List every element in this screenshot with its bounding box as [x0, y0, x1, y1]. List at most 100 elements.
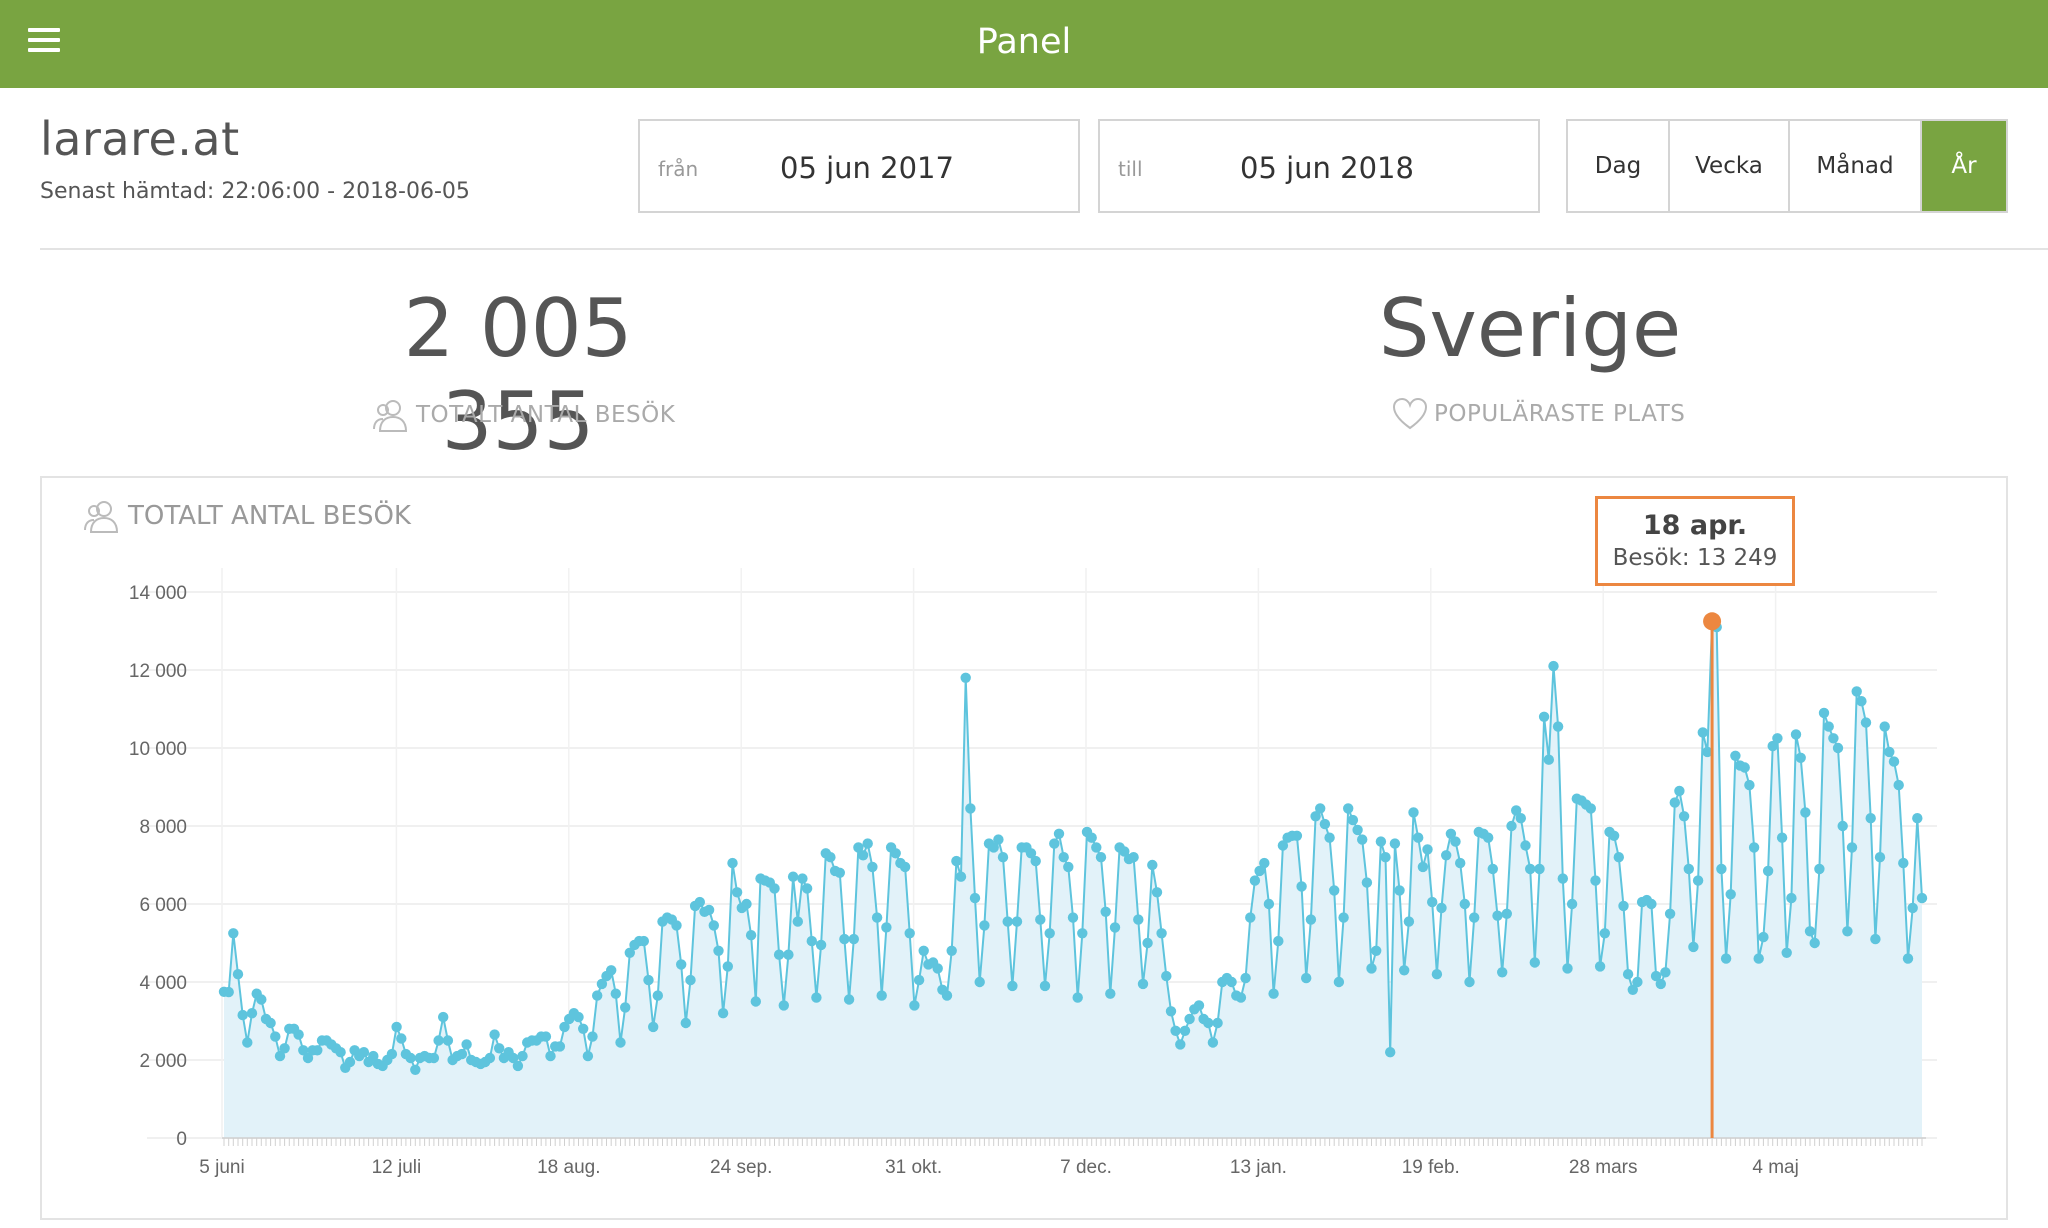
data-point	[1184, 1013, 1195, 1025]
data-point	[386, 1048, 398, 1060]
data-point	[1506, 820, 1517, 832]
data-point	[1413, 832, 1424, 843]
data-point	[843, 994, 855, 1005]
date-from-field[interactable]: från 05 jun 2017	[638, 119, 1080, 213]
data-point	[1259, 857, 1270, 869]
data-point	[1664, 908, 1676, 919]
data-point	[1343, 803, 1354, 814]
data-point	[988, 842, 999, 853]
data-point	[1263, 898, 1275, 910]
data-point	[871, 912, 883, 923]
data-point	[1151, 887, 1163, 898]
date-to-value[interactable]: 05 jun 2018	[1240, 151, 1414, 185]
data-point	[876, 990, 887, 1001]
data-point	[1072, 992, 1083, 1003]
date-from-value[interactable]: 05 jun 2017	[780, 151, 954, 185]
data-point	[773, 949, 785, 960]
data-point	[1720, 953, 1732, 964]
data-point	[848, 933, 859, 945]
data-point	[1898, 857, 1909, 869]
data-point	[396, 1033, 407, 1044]
data-point	[1324, 832, 1335, 843]
period-year-button[interactable]: År	[1922, 121, 2006, 211]
data-point	[1091, 842, 1102, 853]
y-tick-label: 10 000	[129, 739, 187, 760]
data-point	[890, 848, 901, 859]
data-point	[1483, 832, 1494, 843]
data-point	[1814, 863, 1825, 875]
data-point	[1692, 875, 1704, 886]
data-point	[1865, 813, 1876, 824]
data-point	[1622, 969, 1634, 980]
data-point	[1007, 980, 1018, 992]
data-point	[1212, 1017, 1223, 1029]
visits-chart[interactable]: 0 2 000 4 000 6 000 8 000 10 000 12 000 14 000 5…	[42, 478, 2006, 1218]
hamburger-icon[interactable]	[24, 22, 68, 62]
data-point	[1422, 844, 1433, 855]
data-point	[1459, 898, 1471, 910]
data-point	[745, 930, 757, 941]
data-point	[578, 1023, 589, 1034]
chart-title-row: TOTALT ANTAL BESÖK	[82, 498, 411, 534]
data-point	[1888, 756, 1900, 767]
period-week-button[interactable]: Vecka	[1670, 121, 1790, 211]
data-point	[242, 1037, 253, 1048]
users-icon	[373, 400, 408, 432]
data-point	[624, 947, 635, 958]
data-point	[867, 861, 878, 873]
data-point	[1469, 912, 1480, 923]
data-point	[1529, 957, 1541, 968]
data-point	[1249, 875, 1261, 886]
data-point	[1207, 1037, 1219, 1048]
site-name: larare.at	[40, 112, 240, 166]
data-point	[1067, 912, 1079, 923]
data-point	[298, 1045, 309, 1056]
data-point	[1552, 721, 1564, 732]
data-point	[1156, 928, 1167, 939]
total-visits-label: TOTALT ANTAL BESÖK	[416, 402, 676, 428]
data-point	[1646, 898, 1657, 910]
data-point	[783, 949, 794, 960]
x-tick-label: 5 juni	[199, 1157, 244, 1178]
data-point	[1562, 963, 1573, 974]
data-point	[442, 1035, 454, 1046]
data-point	[1856, 696, 1867, 707]
data-point	[1165, 1006, 1177, 1017]
x-tick-label: 28 mars	[1569, 1157, 1638, 1178]
data-point	[1403, 916, 1415, 927]
y-tick-label: 6 000	[139, 895, 187, 916]
data-point	[834, 867, 845, 878]
data-point	[1543, 754, 1555, 765]
data-point	[727, 857, 738, 869]
period-month-button[interactable]: Månad	[1790, 121, 1922, 211]
data-point	[1361, 877, 1373, 888]
data-point	[1399, 965, 1410, 976]
data-point	[391, 1021, 402, 1033]
data-point	[1902, 953, 1914, 964]
data-point	[1161, 970, 1172, 982]
data-point	[1044, 928, 1055, 939]
period-day-button[interactable]: Dag	[1568, 121, 1670, 211]
data-point	[270, 1031, 281, 1042]
data-point	[1315, 803, 1326, 814]
data-point	[1828, 733, 1839, 744]
data-point	[1235, 992, 1247, 1003]
date-to-field[interactable]: till 05 jun 2018	[1098, 119, 1540, 213]
data-point	[1030, 855, 1041, 867]
data-point	[1450, 836, 1461, 847]
data-point	[1832, 742, 1844, 754]
data-point	[1730, 750, 1741, 761]
data-point	[1874, 852, 1886, 863]
data-point	[596, 978, 608, 990]
data-point	[1851, 686, 1862, 697]
period-selector: Dag Vecka Månad År	[1566, 119, 2008, 213]
data-point	[582, 1050, 594, 1062]
data-point	[1697, 727, 1709, 738]
data-point	[1744, 779, 1755, 791]
data-point	[1627, 984, 1639, 995]
x-tick-label: 18 aug.	[537, 1157, 600, 1178]
total-visits-label-row: TOTALT ANTAL BESÖK	[372, 397, 675, 433]
data-point	[1660, 967, 1671, 978]
header-divider	[40, 248, 2048, 250]
data-point	[1245, 912, 1256, 923]
